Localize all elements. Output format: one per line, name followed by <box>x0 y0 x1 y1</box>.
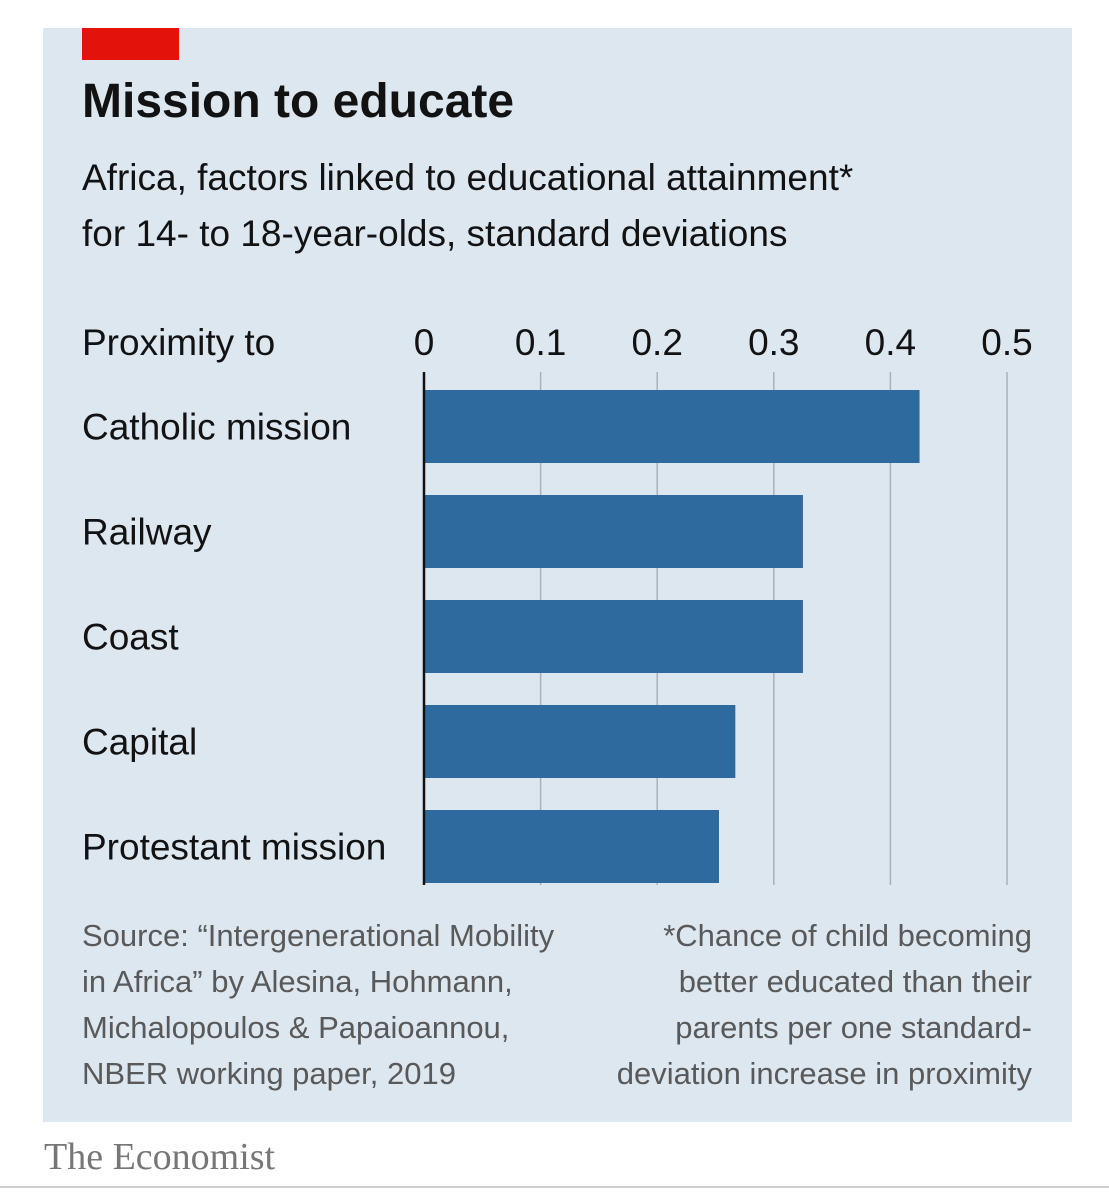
subtitle-line-1: Africa, factors linked to educational at… <box>82 157 854 198</box>
source-note: Source: “Intergenerational Mobility in A… <box>82 913 602 1097</box>
x-tick-label-4: 0.4 <box>865 322 916 363</box>
category-header: Proximity to <box>82 322 275 363</box>
bar-4 <box>424 810 719 883</box>
category-label-4: Protestant mission <box>82 827 386 868</box>
footnote-line-3: parents per one standard- <box>675 1010 1032 1045</box>
category-label-0: Catholic mission <box>82 407 351 448</box>
subtitle-line-2: for 14- to 18-year-olds, standard deviat… <box>82 213 788 254</box>
x-tick-label-0: 0 <box>414 322 435 363</box>
chart-panel <box>43 28 1072 1122</box>
footnote-line-1: *Chance of child becoming <box>663 918 1032 953</box>
chart-title: Mission to educate <box>82 75 515 128</box>
category-label-3: Capital <box>82 722 197 763</box>
x-tick-label-2: 0.2 <box>631 322 682 363</box>
source-line-1: Source: “Intergenerational Mobility <box>82 918 555 953</box>
source-line-3: Michalopoulos & Papaioannou, <box>82 1010 510 1045</box>
brand-divider <box>0 1186 1109 1188</box>
x-tick-label-5: 0.5 <box>981 322 1032 363</box>
source-line-2: in Africa” by Alesina, Hohmann, <box>82 964 513 999</box>
chart-subtitle: Africa, factors linked to educational at… <box>82 150 853 262</box>
category-label-2: Coast <box>82 617 179 658</box>
bar-1 <box>424 495 803 568</box>
economist-logo: The Economist <box>44 1136 276 1178</box>
footnote-line-4: deviation increase in proximity <box>616 1056 1032 1091</box>
bar-chart: Proximity to 0 0.1 0.2 0.3 0.4 0.5 Catholic mis… <box>82 322 1033 885</box>
accent-tag <box>82 28 179 60</box>
footnote-line-2: better educated than their <box>678 964 1032 999</box>
bar-2 <box>424 600 803 673</box>
source-line-4: NBER working paper, 2019 <box>82 1056 456 1091</box>
footnote: *Chance of child becoming better educate… <box>617 913 1032 1097</box>
category-label-1: Railway <box>82 512 212 553</box>
x-tick-label-3: 0.3 <box>748 322 799 363</box>
x-tick-label-1: 0.1 <box>515 322 566 363</box>
bar-0 <box>424 390 920 463</box>
bar-3 <box>424 705 736 778</box>
